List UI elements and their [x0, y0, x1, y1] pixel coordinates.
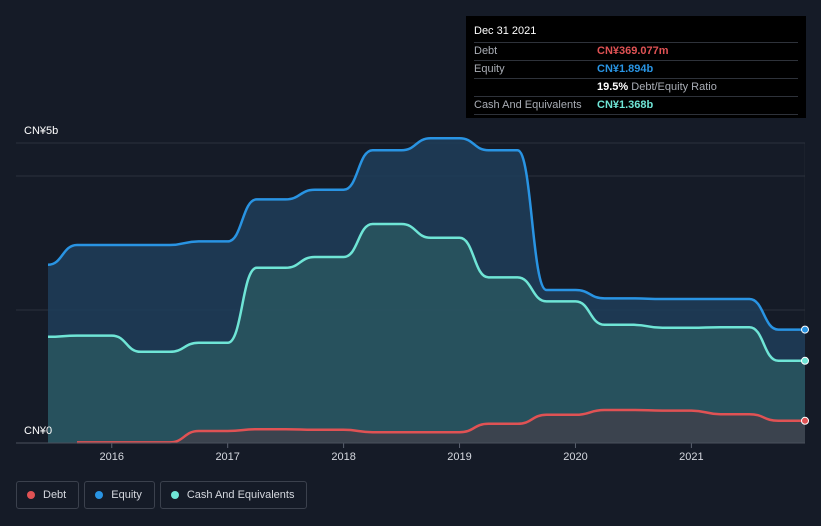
- tooltip-row-debt: Debt CN¥369.077m: [474, 43, 798, 61]
- legend-dot-icon: [27, 491, 35, 499]
- line-equity: [47, 136, 805, 331]
- legend-item-equity[interactable]: Equity: [84, 481, 155, 509]
- tooltip-label: Equity: [474, 63, 505, 75]
- x-tick-label: 2021: [679, 451, 703, 463]
- legend-label: Cash And Equivalents: [186, 489, 295, 501]
- x-tick-label: 2017: [215, 451, 239, 463]
- line-debt: [77, 408, 805, 444]
- legend-label: Debt: [43, 489, 67, 501]
- tooltip-value-cash: CN¥1.368b: [597, 99, 654, 111]
- legend-item-cash[interactable]: Cash And Equivalents: [159, 481, 308, 509]
- y-axis-bottom-label: CN¥0: [24, 425, 53, 437]
- endpoint-debt: [801, 416, 809, 425]
- tooltip-label: [474, 79, 597, 96]
- tooltip-row-equity: Equity CN¥1.894b: [474, 61, 798, 79]
- legend-dot-icon: [170, 491, 179, 499]
- tooltip-value-debt: CN¥369.077m: [597, 45, 669, 57]
- x-tick-label: 2016: [100, 451, 124, 463]
- legend-dot-icon: [95, 491, 104, 499]
- tooltip-value-equity: CN¥1.894b: [597, 63, 654, 75]
- tooltip-label: Cash And Equivalents: [474, 99, 582, 111]
- area-cash-and-equivalents: [48, 224, 805, 443]
- x-tick-label: 2020: [563, 451, 587, 463]
- tooltip: Dec 31 2021 Debt CN¥369.077m Equity CN¥1…: [466, 16, 806, 118]
- legend-item-debt[interactable]: Debt: [16, 481, 80, 509]
- x-tick-label: 2018: [331, 451, 355, 463]
- legend-label: Equity: [111, 489, 142, 501]
- endpoint-cash-and-equivalents: [801, 356, 809, 365]
- legend: Debt Equity Cash And Equivalents: [16, 481, 308, 509]
- tooltip-ratio-value: 19.5%: [597, 81, 629, 93]
- x-tick-label: 2019: [447, 451, 471, 463]
- y-axis-top-label: CN¥5b: [24, 125, 59, 137]
- tooltip-date: Dec 31 2021: [474, 22, 798, 43]
- line-cash-and-equivalents: [47, 222, 805, 363]
- tooltip-row-ratio: 19.5% Debt/Equity Ratio: [474, 79, 798, 97]
- area-debt: [77, 410, 805, 443]
- plot-edge: [804, 143, 805, 443]
- tooltip-label: Debt: [474, 45, 498, 57]
- tooltip-ratio-label: Debt/Equity Ratio: [631, 81, 717, 93]
- tooltip-row-cash: Cash And Equivalents CN¥1.368b: [474, 97, 798, 115]
- endpoint-equity: [801, 325, 809, 334]
